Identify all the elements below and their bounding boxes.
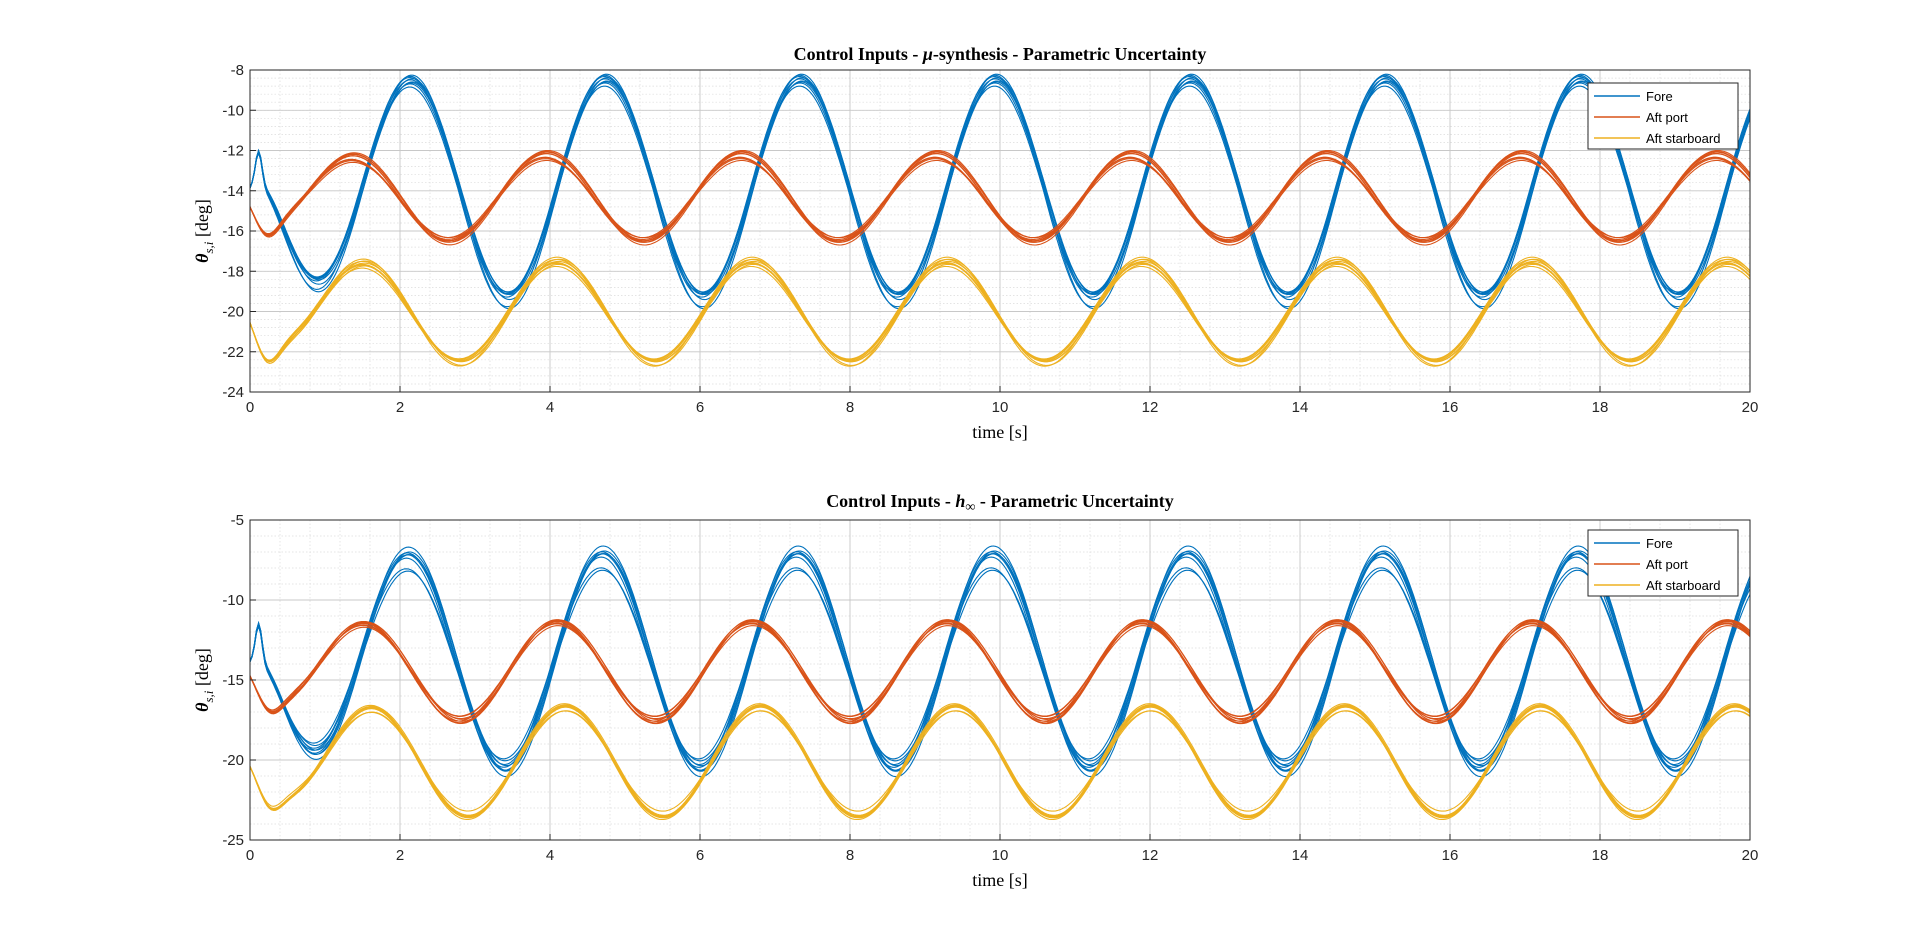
x-tick-label: 4 (546, 399, 554, 416)
x-tick-label: 2 (396, 399, 404, 416)
legend[interactable]: Fore Aft port Aft starboard (1587, 82, 1739, 150)
y-tick-label: -22 (222, 344, 244, 361)
y-axis-label: θs,i [deg] (192, 648, 216, 712)
title-part: Control Inputs - (826, 491, 955, 511)
series-run-line (249, 78, 1751, 293)
x-tick-label: 12 (1142, 399, 1159, 416)
x-tick-label: 18 (1592, 847, 1609, 864)
y-label-subscript: s,i (201, 241, 216, 253)
series-run-line (249, 567, 1751, 760)
series-aft-starboard (249, 703, 1751, 821)
title-part: Control Inputs - (794, 44, 923, 64)
y-tick-label: -14 (222, 183, 244, 200)
legend-label-aft-port: Aft port (1646, 557, 1688, 572)
legend-label-aft-starboard: Aft starboard (1646, 131, 1720, 146)
y-label-theta: θ (192, 702, 212, 712)
series-run-line (249, 706, 1751, 819)
y-tick-label: -20 (222, 304, 244, 321)
series-run-line (249, 619, 1751, 722)
x-tick-label: 8 (846, 399, 854, 416)
legend[interactable]: Fore Aft port Aft starboard (1587, 529, 1739, 597)
x-axis-label: time [s] (972, 870, 1028, 890)
x-tick-label: 20 (1742, 847, 1759, 864)
x-tick-label: 20 (1742, 399, 1759, 416)
y-tick-label: -16 (222, 223, 244, 240)
legend-label-aft-port: Aft port (1646, 110, 1688, 125)
x-tick-label: 8 (846, 847, 854, 864)
x-tick-label: 16 (1442, 399, 1459, 416)
y-tick-label: -18 (222, 263, 244, 280)
x-tick-label: 10 (992, 847, 1009, 864)
legend-label-fore: Fore (1646, 89, 1673, 104)
title-part: - Parametric Uncertainty (975, 491, 1173, 511)
title-h-symbol: h (955, 491, 965, 511)
series-run-line (249, 149, 1751, 243)
x-tick-label: 12 (1142, 847, 1159, 864)
series-run-line (249, 75, 1751, 298)
series-run-line (249, 550, 1751, 772)
y-tick-label: -25 (222, 832, 244, 849)
x-tick-label: 2 (396, 847, 404, 864)
x-tick-label: 6 (696, 847, 704, 864)
x-tick-label: 6 (696, 399, 704, 416)
chart-title: Control Inputs - h∞ - Parametric Uncerta… (826, 491, 1174, 515)
x-tick-label: 0 (246, 399, 254, 416)
series-fore (249, 73, 1751, 310)
title-mu-symbol: μ (922, 44, 933, 64)
chart-h-infinity: 0 2 4 6 8 10 12 14 16 18 20 -25 -20 -15 -10 -5 Control … (192, 491, 1758, 890)
y-tick-label: -10 (222, 592, 244, 609)
x-axis-label: time [s] (972, 422, 1028, 442)
series-run-line (249, 625, 1751, 720)
y-label-subscript: s,i (201, 690, 216, 702)
series-aft-port (249, 149, 1751, 246)
x-tick-label: 0 (246, 847, 254, 864)
x-tick-label: 14 (1292, 847, 1309, 864)
plot-lines (249, 545, 1751, 821)
series-aft-starboard (249, 256, 1751, 367)
series-run-line (249, 80, 1751, 296)
plot-lines (249, 73, 1751, 367)
y-axis-label: θs,i [deg] (192, 199, 216, 263)
series-aft-port (249, 619, 1751, 725)
title-part: -synthesis - Parametric Uncertainty (933, 44, 1206, 64)
x-tick-label: 14 (1292, 399, 1309, 416)
y-tick-label: -24 (222, 384, 244, 401)
y-tick-label: -5 (231, 512, 244, 529)
series-run-line (249, 704, 1751, 818)
y-tick-label: -20 (222, 752, 244, 769)
y-label-theta: θ (192, 253, 212, 263)
legend-box (1587, 82, 1739, 150)
x-tick-label: 10 (992, 399, 1009, 416)
series-run-line (249, 263, 1751, 363)
y-tick-label: -12 (222, 143, 244, 160)
tick-labels: 0 2 4 6 8 10 12 14 16 18 20 -25 -20 -15 -10 -5 (222, 512, 1758, 864)
chart-title: Control Inputs - μ-synthesis - Parametri… (794, 44, 1207, 64)
chart-mu-synthesis: 0 2 4 6 8 10 12 14 16 18 20 -24 -22 -20 -18 -16 -14 -12 -1… (192, 44, 1758, 442)
series-run-line (249, 552, 1751, 778)
x-tick-label: 4 (546, 847, 554, 864)
series-run-line (249, 265, 1751, 361)
y-tick-label: -15 (222, 672, 244, 689)
y-label-unit: [deg] (192, 199, 212, 241)
legend-label-aft-starboard: Aft starboard (1646, 578, 1720, 593)
y-label-unit: [deg] (192, 648, 212, 690)
x-tick-label: 18 (1592, 399, 1609, 416)
legend-label-fore: Fore (1646, 536, 1673, 551)
x-tick-label: 16 (1442, 847, 1459, 864)
title-infinity-subscript: ∞ (965, 500, 975, 515)
y-tick-label: -8 (231, 62, 244, 79)
y-tick-label: -10 (222, 102, 244, 119)
tick-labels: 0 2 4 6 8 10 12 14 16 18 20 -24 -22 -20 -18 -16 -14 -12 -1… (222, 62, 1758, 416)
